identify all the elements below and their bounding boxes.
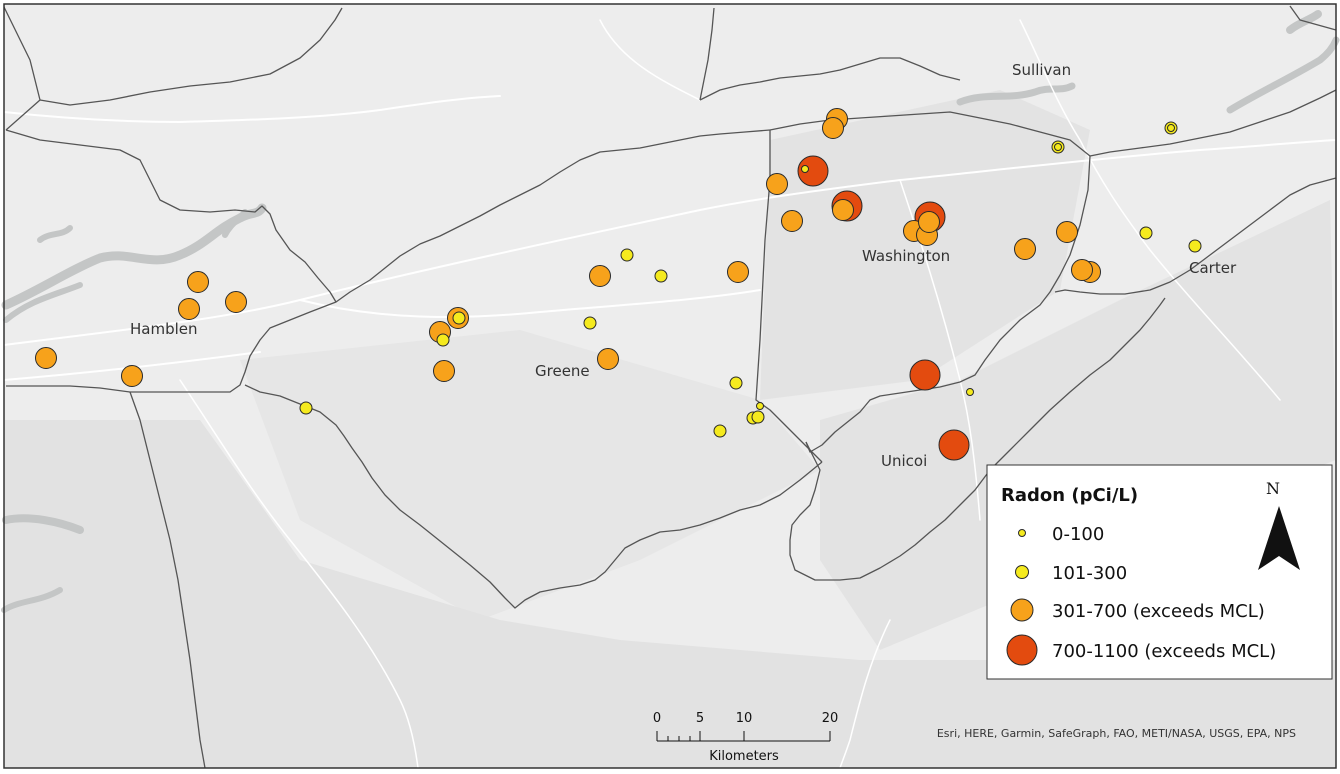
site-marker [1071, 259, 1093, 281]
site-marker [452, 311, 466, 325]
scale-tick-label-0: 0 [653, 711, 661, 726]
site-marker [918, 211, 940, 233]
site-marker [766, 173, 788, 195]
county-label-sullivan: Sullivan [1012, 61, 1071, 79]
site-marker [727, 261, 749, 283]
site-marker [35, 347, 57, 369]
map-attribution: Esri, HERE, Garmin, SafeGraph, FAO, METI… [937, 727, 1296, 740]
site-marker [187, 271, 209, 293]
site-marker [756, 402, 764, 410]
site-marker [938, 429, 970, 461]
site-marker [797, 155, 829, 187]
site-marker [781, 210, 803, 232]
site-marker [1014, 238, 1036, 260]
legend-symbol-700-1100 [1006, 634, 1038, 666]
scale-unit-label: Kilometers [709, 749, 779, 764]
legend-label-301-700: 301-700 (exceeds MCL) [1052, 601, 1265, 622]
radon-sites [35, 108, 1202, 461]
county-boundaries [3, 5, 1337, 769]
site-marker [1188, 239, 1202, 253]
water-features [1, 10, 1340, 613]
scale-bar-line [656, 731, 831, 742]
county-label-carter: Carter [1189, 259, 1237, 277]
site-marker [178, 298, 200, 320]
county-label-unicoi: Unicoi [881, 452, 927, 470]
site-marker [966, 388, 974, 396]
site-marker [832, 199, 854, 221]
scale-tick-label-5: 5 [696, 711, 704, 726]
north-arrow-label: N [1266, 479, 1280, 498]
site-marker [751, 410, 765, 424]
site-marker [801, 165, 809, 173]
legend-symbol-101-300 [1015, 565, 1029, 579]
site-marker [1139, 226, 1153, 240]
scale-tick-label-20: 20 [822, 711, 839, 726]
site-marker [589, 265, 611, 287]
county-label-washington: Washington [862, 247, 950, 265]
site-marker [583, 316, 597, 330]
site-marker [433, 360, 455, 382]
site-marker [1167, 124, 1175, 132]
legend-symbol-301-700 [1010, 598, 1034, 622]
site-marker [121, 365, 143, 387]
legend-label-101-300: 101-300 [1052, 563, 1127, 584]
site-marker [729, 376, 743, 390]
scale-tick-label-10: 10 [736, 711, 753, 726]
north-arrow-icon: N [1258, 479, 1300, 570]
site-marker [654, 269, 668, 283]
legend-label-0-100: 0-100 [1052, 524, 1104, 545]
site-marker [436, 333, 450, 347]
site-marker [822, 117, 844, 139]
county-label-hamblen: Hamblen [130, 320, 198, 338]
map-frame [3, 3, 1337, 769]
legend-box [986, 464, 1333, 680]
map-legend: Radon (pCi/L) 0-100 101-300 301-700 (exc… [986, 464, 1333, 680]
site-marker [713, 424, 727, 438]
site-marker [1056, 221, 1078, 243]
site-marker [620, 248, 634, 262]
site-marker [225, 291, 247, 313]
site-marker [1054, 143, 1062, 151]
site-marker [597, 348, 619, 370]
legend-title: Radon (pCi/L) [1001, 485, 1138, 506]
scale-bar: 0 5 10 20 Kilometers [653, 711, 838, 764]
site-marker [909, 359, 941, 391]
site-marker [299, 401, 313, 415]
county-labels: Sullivan Washington Carter Hamblen Green… [130, 61, 1237, 470]
legend-symbol-0-100 [1018, 529, 1026, 537]
legend-label-700-1100: 700-1100 (exceeds MCL) [1052, 641, 1276, 662]
county-label-greene: Greene [535, 362, 590, 380]
